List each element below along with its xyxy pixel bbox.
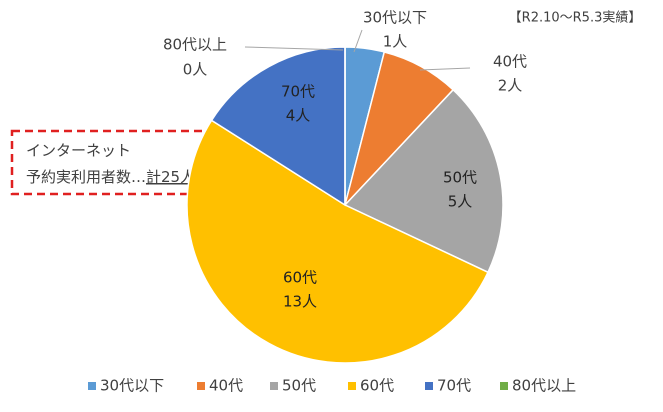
- note-total: 計25人: [146, 168, 195, 186]
- leader-line: [244, 46, 344, 51]
- pie-slice: [343, 88, 504, 274]
- annotation: 【R2.10～R5.3実績】: [509, 10, 642, 26]
- legend-marker: [348, 382, 356, 390]
- data-label: 1人: [383, 33, 408, 51]
- data-label: 2人: [498, 77, 523, 95]
- data-label: 5人: [448, 193, 473, 211]
- legend-label: 60代: [360, 377, 394, 395]
- note-line: 予約実利用者数…計25人: [26, 168, 195, 186]
- data-category-label: 60代: [283, 269, 317, 287]
- data-label: 13人: [283, 293, 317, 311]
- data-label: 4人: [286, 107, 311, 125]
- leader-line: [353, 29, 363, 53]
- note-line: インターネット: [26, 142, 131, 160]
- legend-marker: [425, 382, 433, 390]
- pie-slice: [186, 119, 489, 364]
- leader-line: [419, 67, 471, 71]
- legend-label: 50代: [282, 377, 316, 395]
- legend-label: 40代: [209, 377, 243, 395]
- data-category-label: 70代: [281, 83, 315, 101]
- legend-label: 30代以下: [100, 377, 164, 395]
- legend-marker: [500, 382, 508, 390]
- data-category-label: 50代: [443, 169, 477, 187]
- legend-label: 70代: [437, 377, 471, 395]
- legend-label: 80代以上: [512, 377, 576, 395]
- legend-marker: [88, 382, 96, 390]
- legend-marker: [270, 382, 278, 390]
- note-text: 予約実利用者数…: [26, 168, 146, 186]
- pie-slice: [210, 46, 346, 207]
- data-category-label: 80代以上: [163, 36, 227, 54]
- data-category-label: 30代以下: [363, 9, 427, 27]
- data-category-label: 40代: [493, 53, 527, 71]
- legend-marker: [197, 382, 205, 390]
- data-label: 0人: [183, 61, 208, 79]
